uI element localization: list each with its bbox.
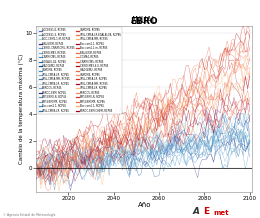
Title: EBRO: EBRO: [131, 17, 158, 26]
Y-axis label: Cambio de la temperatura máxima (°C): Cambio de la temperatura máxima (°C): [18, 54, 24, 164]
Text: © Agencia Estatal de Meteorología: © Agencia Estatal de Meteorología: [3, 213, 55, 217]
Text: ANUAL: ANUAL: [131, 15, 157, 24]
Text: A: A: [192, 207, 199, 216]
Text: E: E: [203, 207, 209, 216]
X-axis label: Año: Año: [138, 202, 151, 208]
Legend: ACCESS1-0, RCP45, ACCESS1-3, RCP45, BCC-CSM1-1-M, RCP45, BNU-ESM, RCP45, CSIRO, : ACCESS1-0, RCP45, ACCESS1-3, RCP45, BCC-…: [38, 27, 122, 114]
Text: met: met: [213, 210, 229, 216]
